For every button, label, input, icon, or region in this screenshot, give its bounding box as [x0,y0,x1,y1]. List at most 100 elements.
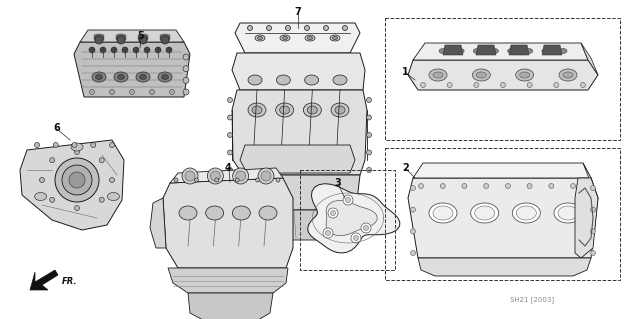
Ellipse shape [94,35,104,40]
Circle shape [323,26,328,31]
Ellipse shape [259,206,277,220]
Circle shape [227,98,232,102]
Ellipse shape [138,37,148,41]
Polygon shape [408,178,598,258]
Circle shape [591,229,595,234]
Ellipse shape [472,69,490,81]
Circle shape [276,178,280,182]
Circle shape [410,186,415,190]
Ellipse shape [114,72,128,82]
Ellipse shape [513,203,540,223]
Circle shape [50,197,55,202]
Ellipse shape [335,106,345,114]
Ellipse shape [140,75,147,79]
Polygon shape [413,163,591,178]
Circle shape [90,90,95,94]
Ellipse shape [158,72,172,82]
Ellipse shape [307,106,317,114]
Circle shape [332,217,348,233]
Polygon shape [240,175,360,210]
Circle shape [183,54,189,60]
Circle shape [410,250,415,256]
Polygon shape [542,45,562,55]
Circle shape [484,183,489,189]
Circle shape [95,36,103,44]
Ellipse shape [439,48,447,54]
Ellipse shape [563,72,573,78]
Ellipse shape [331,103,349,117]
Polygon shape [581,43,598,75]
Circle shape [109,90,115,94]
Circle shape [285,26,291,31]
Polygon shape [20,140,124,230]
Circle shape [40,177,45,182]
Circle shape [554,83,559,87]
Circle shape [419,183,424,189]
Circle shape [215,178,219,182]
Circle shape [258,168,274,184]
Circle shape [248,26,253,31]
Circle shape [109,143,115,147]
Circle shape [361,223,371,233]
Circle shape [35,143,40,147]
Circle shape [150,90,154,94]
Circle shape [155,47,161,53]
Ellipse shape [276,75,291,85]
Circle shape [330,211,335,216]
Circle shape [351,233,361,243]
Ellipse shape [138,34,148,38]
Ellipse shape [476,72,486,78]
Circle shape [580,83,586,87]
Circle shape [144,47,150,53]
Text: 5: 5 [137,31,144,41]
Polygon shape [163,178,293,268]
Ellipse shape [116,34,126,38]
Polygon shape [232,90,367,175]
Circle shape [207,168,223,184]
Circle shape [353,235,358,241]
Circle shape [109,177,115,182]
Ellipse shape [330,35,340,41]
Circle shape [99,197,104,202]
Circle shape [227,167,232,173]
Circle shape [367,167,371,173]
Ellipse shape [179,206,197,220]
Circle shape [527,83,532,87]
Ellipse shape [554,203,582,223]
Circle shape [227,132,232,137]
Ellipse shape [116,35,126,40]
Ellipse shape [276,103,294,117]
Ellipse shape [94,34,104,38]
Circle shape [133,47,139,53]
Polygon shape [408,60,598,90]
Ellipse shape [490,48,499,54]
Circle shape [527,183,532,189]
Circle shape [367,132,371,137]
Circle shape [342,26,348,31]
Circle shape [323,228,333,238]
Ellipse shape [429,69,447,81]
Ellipse shape [433,72,443,78]
Ellipse shape [255,35,265,41]
Circle shape [591,207,595,212]
Ellipse shape [205,206,223,220]
Circle shape [440,183,445,189]
Ellipse shape [108,192,120,201]
Ellipse shape [71,143,83,151]
Circle shape [548,183,554,189]
Ellipse shape [559,48,567,54]
Ellipse shape [160,34,170,38]
Ellipse shape [232,206,250,220]
Circle shape [474,83,479,87]
Ellipse shape [252,106,262,114]
Circle shape [260,210,270,220]
Ellipse shape [92,72,106,82]
Bar [300,170,395,270]
Bar [385,148,620,280]
Circle shape [506,183,510,189]
Circle shape [55,158,99,202]
Polygon shape [240,145,355,173]
Circle shape [53,143,58,147]
Circle shape [122,47,128,53]
Polygon shape [308,184,400,253]
